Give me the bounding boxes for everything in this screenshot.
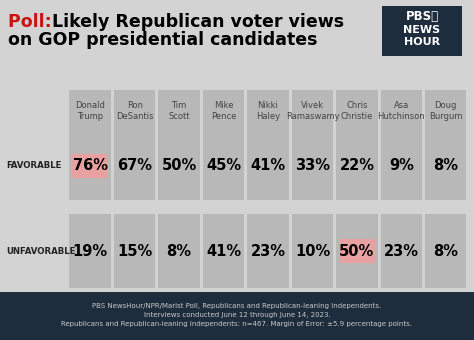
- Text: PBSⓄ: PBSⓄ: [405, 10, 438, 22]
- Text: Asa
Hutchinson: Asa Hutchinson: [377, 101, 425, 121]
- Text: 33%: 33%: [295, 158, 330, 173]
- Bar: [425, 200, 466, 214]
- Text: 50%: 50%: [339, 243, 374, 258]
- Text: Poll:: Poll:: [8, 13, 58, 31]
- Text: on GOP presidential candidates: on GOP presidential candidates: [8, 31, 318, 49]
- Text: Tim
Scott: Tim Scott: [168, 101, 190, 121]
- Bar: [382, 6, 462, 56]
- Bar: [70, 200, 111, 214]
- Bar: [247, 90, 289, 288]
- Text: 8%: 8%: [167, 243, 191, 258]
- Bar: [0, 292, 474, 340]
- Text: 8%: 8%: [433, 158, 458, 173]
- Text: Chris
Christie: Chris Christie: [341, 101, 373, 121]
- Bar: [292, 200, 333, 214]
- Bar: [292, 90, 333, 288]
- Bar: [425, 90, 466, 288]
- Bar: [114, 200, 155, 214]
- Text: Vivek
Ramaswamy: Vivek Ramaswamy: [286, 101, 339, 121]
- Text: 41%: 41%: [206, 243, 241, 258]
- Text: 8%: 8%: [433, 243, 458, 258]
- Text: 15%: 15%: [117, 243, 152, 258]
- Bar: [203, 90, 244, 288]
- Text: HOUR: HOUR: [404, 37, 440, 47]
- Bar: [114, 90, 155, 288]
- Text: PBS NewsHour/NPR/Marist Poll, Republicans and Republican-leaning independents.
I: PBS NewsHour/NPR/Marist Poll, Republican…: [62, 303, 412, 327]
- Text: 41%: 41%: [250, 158, 285, 173]
- Text: 76%: 76%: [73, 158, 108, 173]
- Text: Donald
Trump: Donald Trump: [75, 101, 105, 121]
- Text: 23%: 23%: [384, 243, 419, 258]
- Text: 10%: 10%: [295, 243, 330, 258]
- Bar: [336, 200, 378, 214]
- Text: Nikki
Haley: Nikki Haley: [256, 101, 280, 121]
- Text: Doug
Burgum: Doug Burgum: [429, 101, 463, 121]
- Text: 9%: 9%: [389, 158, 414, 173]
- Bar: [339, 239, 374, 263]
- Text: Mike
Pence: Mike Pence: [211, 101, 236, 121]
- Bar: [381, 200, 422, 214]
- Text: Ron
DeSantis: Ron DeSantis: [116, 101, 154, 121]
- Bar: [381, 90, 422, 288]
- Bar: [158, 200, 200, 214]
- Bar: [336, 90, 378, 288]
- Text: 45%: 45%: [206, 158, 241, 173]
- Text: 23%: 23%: [250, 243, 285, 258]
- Text: 67%: 67%: [117, 158, 152, 173]
- Text: FAVORABLE: FAVORABLE: [6, 162, 61, 170]
- Bar: [158, 90, 200, 288]
- Text: UNFAVORABLE: UNFAVORABLE: [6, 246, 75, 255]
- Bar: [203, 200, 244, 214]
- Bar: [73, 154, 108, 178]
- Bar: [70, 90, 111, 288]
- Text: Likely Republican voter views: Likely Republican voter views: [52, 13, 344, 31]
- Text: 50%: 50%: [162, 158, 197, 173]
- Text: 19%: 19%: [73, 243, 108, 258]
- Text: NEWS: NEWS: [403, 25, 440, 35]
- Bar: [247, 200, 289, 214]
- Text: 22%: 22%: [339, 158, 374, 173]
